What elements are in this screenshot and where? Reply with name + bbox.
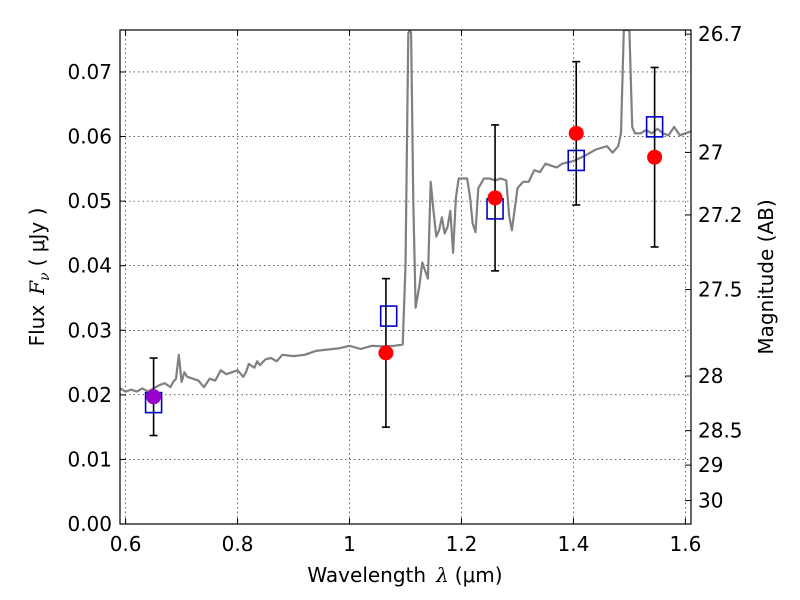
y2-tick-label: 27.5: [698, 278, 743, 302]
x-tick-label: 1.4: [558, 532, 590, 556]
error-bars: [149, 60, 659, 437]
x-tick-label: 1.2: [446, 532, 478, 556]
y-tick-label: 0.03: [67, 318, 112, 342]
y-tick-label: 0.01: [67, 447, 112, 471]
observed-photometry-point: [647, 149, 663, 165]
x-tick-label: 0.8: [222, 532, 254, 556]
observed-photometry-point: [146, 389, 162, 405]
x-tick-label: 1: [343, 532, 356, 556]
y2-tick-label: 29: [698, 453, 723, 477]
y2-tick-label: 30: [698, 489, 723, 513]
y2-axis-ticks: 26.7 27 27.2 27.5 28 28.5 29 30: [685, 22, 743, 513]
observed-photometry-point: [487, 190, 503, 206]
x-axis-ticks: 0.6 0.8 1 1.2 1.4 1.6: [110, 30, 701, 556]
y-axis-ticks: 0.00 0.01 0.02 0.03 0.04 0.05 0.06 0.07: [67, 60, 126, 536]
model-spectrum-line: [120, 30, 691, 393]
plot-frame: [119, 29, 692, 525]
x-axis-title: Wavelength λ (μm): [307, 563, 502, 587]
observed-photometry-point: [378, 345, 394, 361]
observed-photometry-point: [568, 125, 584, 141]
y-tick-label: 0.06: [67, 125, 112, 149]
y2-tick-label: 27: [698, 140, 723, 164]
model-spectrum: [120, 30, 691, 393]
y-tick-label: 0.00: [67, 512, 112, 536]
y-tick-label: 0.04: [67, 254, 112, 278]
model-photometry-point: [379, 305, 398, 327]
y2-axis-title: Magnitude (AB): [754, 199, 778, 354]
y2-tick-label: 28.5: [698, 419, 743, 443]
y-tick-label: 0.02: [67, 383, 112, 407]
model-photometry-point: [567, 149, 586, 172]
y-tick-label: 0.07: [67, 60, 112, 84]
y-axis-title: FluxFν( μJy ): [25, 208, 53, 347]
model-photometry-point: [645, 116, 664, 138]
data-markers: [144, 116, 664, 414]
x-tick-label: 0.6: [110, 532, 142, 556]
y-tick-label: 0.05: [67, 189, 112, 213]
y2-tick-label: 26.7: [698, 22, 743, 46]
y2-tick-label: 28: [698, 364, 723, 388]
x-tick-label: 1.6: [669, 532, 701, 556]
y2-tick-label: 27.2: [698, 203, 743, 227]
